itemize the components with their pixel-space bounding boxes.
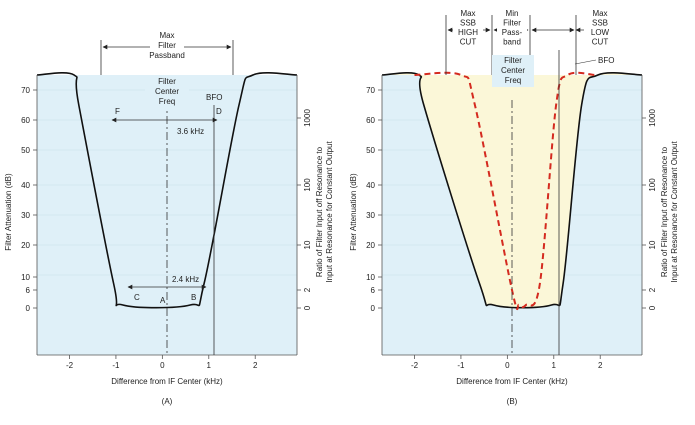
y-tick-label: 6 xyxy=(26,286,31,295)
panel-b-min-passband-label: Min Filter Pass-band xyxy=(502,9,523,47)
y-tick-label: 40 xyxy=(21,181,30,190)
panel-b-center-freq-label: Filter Center Freq xyxy=(501,56,525,85)
y-tick-label: 50 xyxy=(366,146,375,155)
y2-tick-label: 10 xyxy=(303,240,312,249)
panel-a: Max Filter Passband BFO Filter Center Freq 3… xyxy=(4,30,334,406)
panel-b-bfo-label: BFO xyxy=(598,56,614,65)
x-tick-label: 1 xyxy=(207,361,212,370)
x-tick-label: 2 xyxy=(598,361,603,370)
x-tick-label: 2 xyxy=(253,361,258,370)
panel-b-x-ticks: -2 -1 0 1 2 xyxy=(411,355,603,370)
panel-a-max-passband-text: Max Filter Passband xyxy=(149,31,185,60)
y-tick-label: 10 xyxy=(366,273,375,282)
panel-b-x-axis-title: Difference from IF Center (kHz) xyxy=(456,377,568,386)
panel-b-max-ssb-high-cut-label: Max SSB HIGH CUT xyxy=(458,9,478,47)
panel-a-2-4-khz-label: 2.4 kHz xyxy=(172,275,199,284)
y-tick-label: 30 xyxy=(21,211,30,220)
y-tick-label: 20 xyxy=(366,241,375,250)
panel-a-3-6-khz-label: 3.6 kHz xyxy=(177,127,204,136)
panel-b-max-ssb-low-cut-label: Max SSB LOW CUT xyxy=(591,9,610,47)
y-tick-label: 0 xyxy=(371,304,376,313)
y2-tick-label: 100 xyxy=(648,178,657,192)
y-tick-label: 20 xyxy=(21,241,30,250)
panel-b-y2-ticks: 0 2 10 100 1000 xyxy=(642,109,657,310)
panel-a-y2-ticks: 0 2 10 100 1000 xyxy=(297,109,312,310)
panel-b-passband-fill xyxy=(382,72,642,308)
y2-tick-label: 2 xyxy=(303,287,312,292)
x-tick-label: -1 xyxy=(457,361,465,370)
x-tick-label: 0 xyxy=(505,361,510,370)
panel-a-point-f: F xyxy=(115,107,120,116)
panel-a-point-b: B xyxy=(191,293,196,302)
y-tick-label: 60 xyxy=(21,116,30,125)
panel-a-point-a: A xyxy=(160,296,166,305)
svg-text:Ratio of Filter Input off Reso: Ratio of Filter Input off Resonance to xyxy=(660,146,669,277)
panel-a-panel-label: (A) xyxy=(162,397,173,406)
panel-b-y-axis-title: Filter Attenuation (dB) xyxy=(349,173,358,251)
x-tick-label: 0 xyxy=(160,361,165,370)
panel-a-point-c: C xyxy=(134,293,140,302)
y-tick-label: 70 xyxy=(21,86,30,95)
panel-a-filter-curve xyxy=(36,72,298,309)
panel-a-x-ticks: -2 -1 0 1 2 xyxy=(66,355,258,370)
panel-b: Max SSB HIGH CUT Min Filter Pass-band Max SSB L… xyxy=(349,8,679,406)
panel-a-x-axis-title: Difference from IF Center (kHz) xyxy=(111,377,223,386)
y2-tick-label: 1000 xyxy=(648,109,657,127)
y-tick-label: 10 xyxy=(21,273,30,282)
x-tick-label: 1 xyxy=(552,361,557,370)
panel-a-bfo-label: BFO xyxy=(206,93,222,102)
panel-a-y2-axis-title: Ratio of Filter Input off Resonance to I… xyxy=(315,141,334,283)
y2-tick-label: 0 xyxy=(303,305,312,310)
y2-tick-label: 100 xyxy=(303,178,312,192)
y-tick-label: 50 xyxy=(21,146,30,155)
panel-a-center-freq-label: Filter Center Freq xyxy=(155,77,179,106)
panel-b-panel-label: (B) xyxy=(507,397,518,406)
x-tick-label: -1 xyxy=(112,361,120,370)
panel-b-y-ticks: 0 6 10 20 30 40 50 60 70 xyxy=(366,86,382,313)
y-tick-label: 70 xyxy=(366,86,375,95)
y-tick-label: 6 xyxy=(371,286,376,295)
svg-text:Input at Resonance for Constan: Input at Resonance for Constant Output xyxy=(670,141,679,283)
panel-a-point-d: D xyxy=(216,107,222,116)
y-tick-label: 40 xyxy=(366,181,375,190)
panel-b-y2-axis-title: Ratio of Filter Input off Resonance to I… xyxy=(660,141,679,283)
panel-b-bfo-leader xyxy=(574,59,597,65)
panel-a-y-ticks: 0 6 10 20 30 40 50 60 70 xyxy=(21,86,37,313)
svg-text:Input at Resonance for Constan: Input at Resonance for Constant Output xyxy=(325,141,334,283)
y2-tick-label: 10 xyxy=(648,240,657,249)
panel-a-y-axis-title: Filter Attenuation (dB) xyxy=(4,173,13,251)
y-tick-label: 30 xyxy=(366,211,375,220)
y2-tick-label: 2 xyxy=(648,287,657,292)
y-tick-label: 0 xyxy=(26,304,31,313)
x-tick-label: -2 xyxy=(66,361,74,370)
y2-tick-label: 1000 xyxy=(303,109,312,127)
y2-tick-label: 0 xyxy=(648,305,657,310)
x-tick-label: -2 xyxy=(411,361,419,370)
svg-text:Ratio of Filter Input off Reso: Ratio of Filter Input off Resonance to xyxy=(315,146,324,277)
y-tick-label: 60 xyxy=(366,116,375,125)
